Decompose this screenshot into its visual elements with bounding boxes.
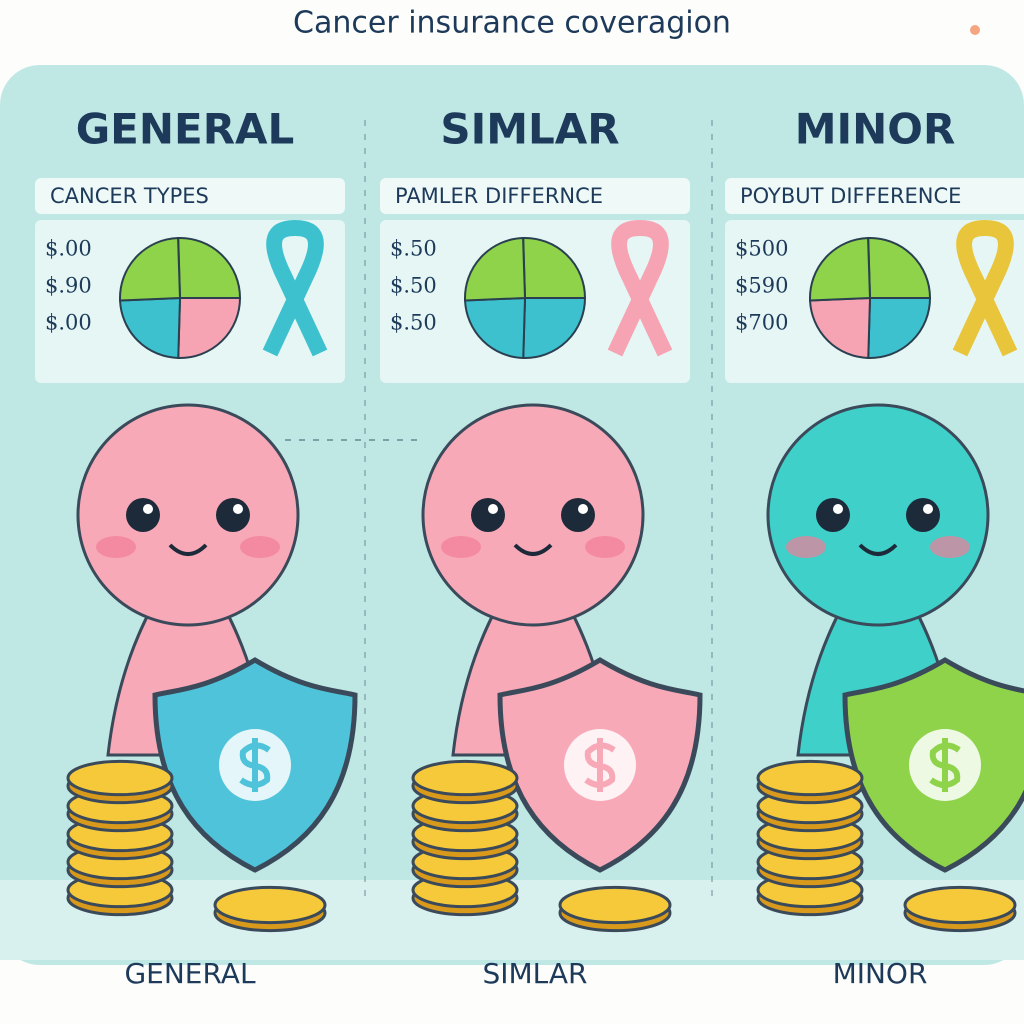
label-box — [725, 178, 1024, 214]
eye-shine — [233, 504, 243, 514]
cheek — [240, 536, 280, 558]
coin — [213, 885, 327, 925]
dollar-sign — [584, 738, 616, 792]
pie-slice — [119, 296, 182, 360]
column-footer: GENERAL — [124, 957, 256, 990]
pie-slice — [119, 236, 182, 302]
column-heading: MINOR — [795, 105, 956, 154]
eye — [471, 498, 505, 532]
price: $.90 — [45, 274, 92, 298]
title: Cancer insurance coveragion — [293, 6, 731, 41]
price: $700 — [735, 311, 788, 335]
coin — [558, 885, 672, 925]
price: $590 — [735, 274, 788, 298]
pie-slice — [464, 236, 527, 302]
smile — [168, 543, 208, 556]
ribbon — [262, 220, 328, 357]
eye-shine — [833, 504, 843, 514]
coin — [756, 759, 864, 797]
price: $.00 — [45, 237, 92, 261]
price: $500 — [735, 237, 788, 261]
ribbon — [607, 220, 673, 357]
eye-shine — [488, 504, 498, 514]
character-head — [76, 403, 300, 627]
pie-slice — [867, 237, 932, 299]
smile — [858, 543, 898, 556]
ribbon — [952, 220, 1018, 357]
price: $.50 — [390, 274, 437, 298]
pie-slice — [522, 297, 587, 359]
dollar-sign — [239, 738, 271, 792]
price: $.50 — [390, 311, 437, 335]
column-heading: GENERAL — [76, 105, 295, 154]
pie-slice — [809, 236, 872, 302]
pie-slice — [464, 296, 527, 360]
pie-slice — [867, 297, 932, 359]
eye-shine — [578, 504, 588, 514]
pie-slice — [522, 237, 587, 299]
column-footer: MINOR — [833, 957, 928, 990]
smile — [513, 543, 553, 556]
label-text: CANCER TYPES — [50, 184, 209, 208]
label-text: POYBUT DIFFERENCE — [740, 184, 961, 208]
eye — [561, 498, 595, 532]
character-head — [421, 403, 645, 627]
label-text: PAMLER DIFFERNCE — [395, 184, 603, 208]
label-box — [380, 178, 690, 214]
pie-slice — [177, 237, 242, 299]
column-heading: SIMLAR — [440, 105, 619, 154]
cheek — [96, 536, 136, 558]
eye — [906, 498, 940, 532]
coin — [411, 759, 519, 797]
cheek — [786, 536, 826, 558]
cheek — [930, 536, 970, 558]
character-head — [766, 403, 990, 627]
cheek — [585, 536, 625, 558]
column-footer: SIMLAR — [482, 957, 587, 990]
coin — [66, 759, 174, 797]
pie-slice — [809, 296, 872, 360]
pie-slice — [177, 297, 242, 359]
dollar-sign — [929, 738, 961, 792]
eye-shine — [143, 504, 153, 514]
eye — [126, 498, 160, 532]
eye-shine — [923, 504, 933, 514]
label-box — [35, 178, 345, 214]
dot — [970, 25, 980, 35]
coin — [903, 885, 1017, 925]
eye — [816, 498, 850, 532]
eye — [216, 498, 250, 532]
cheek — [441, 536, 481, 558]
price: $.50 — [390, 237, 437, 261]
price: $.00 — [45, 311, 92, 335]
